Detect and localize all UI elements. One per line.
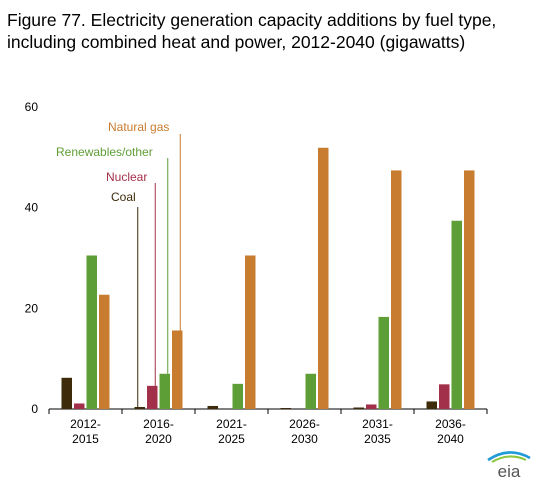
x-tick-label: 2020 — [145, 432, 172, 446]
bar — [74, 403, 85, 409]
labels: 02040602012-20152016-20202021-20252026-2… — [25, 100, 466, 446]
x-tick-label: 2015 — [72, 432, 99, 446]
y-tick-label: 60 — [25, 100, 39, 114]
axes — [48, 408, 488, 414]
bar — [426, 401, 437, 409]
x-tick-label: 2040 — [437, 432, 464, 446]
logo-text: eia — [498, 462, 521, 480]
bar — [391, 170, 402, 409]
legend-label: Coal — [111, 190, 136, 204]
y-tick-label: 40 — [25, 201, 39, 215]
bar — [305, 373, 316, 409]
bar — [99, 294, 110, 409]
bar — [159, 373, 170, 409]
chart-title: Figure 77. Electricity generation capaci… — [7, 10, 497, 52]
bar — [245, 255, 256, 409]
x-tick-label: 2030 — [291, 432, 318, 446]
x-tick-label: 2016- — [143, 417, 174, 431]
bar — [353, 407, 364, 409]
x-tick-label: 2012- — [70, 417, 101, 431]
legend-label: Renewables/other — [56, 145, 153, 159]
bar — [232, 383, 243, 409]
bar — [439, 384, 450, 409]
x-tick-label: 2021- — [216, 417, 247, 431]
x-tick-label: 2035 — [364, 432, 391, 446]
bar — [172, 330, 183, 409]
bar — [318, 147, 329, 409]
legend-label: Nuclear — [106, 170, 147, 184]
legend-label: Natural gas — [108, 120, 169, 134]
legend-callouts: Coal Nuclear Renewables/other Natural gas — [56, 120, 181, 407]
x-tick-label: 2031- — [362, 417, 393, 431]
bar — [280, 407, 291, 409]
bar — [86, 255, 97, 409]
bar — [378, 316, 389, 409]
x-tick-label: 2036- — [435, 417, 466, 431]
bar — [464, 170, 475, 409]
bars — [61, 147, 475, 409]
bar — [134, 406, 145, 409]
x-tick-label: 2025 — [218, 432, 245, 446]
eia-logo: eia — [487, 451, 531, 480]
bar — [451, 220, 462, 409]
bar — [61, 377, 72, 409]
bar — [366, 404, 377, 409]
bar — [147, 385, 158, 409]
y-tick-label: 0 — [31, 402, 38, 416]
bar — [207, 405, 218, 409]
y-tick-label: 20 — [25, 301, 39, 315]
x-tick-label: 2026- — [289, 417, 320, 431]
